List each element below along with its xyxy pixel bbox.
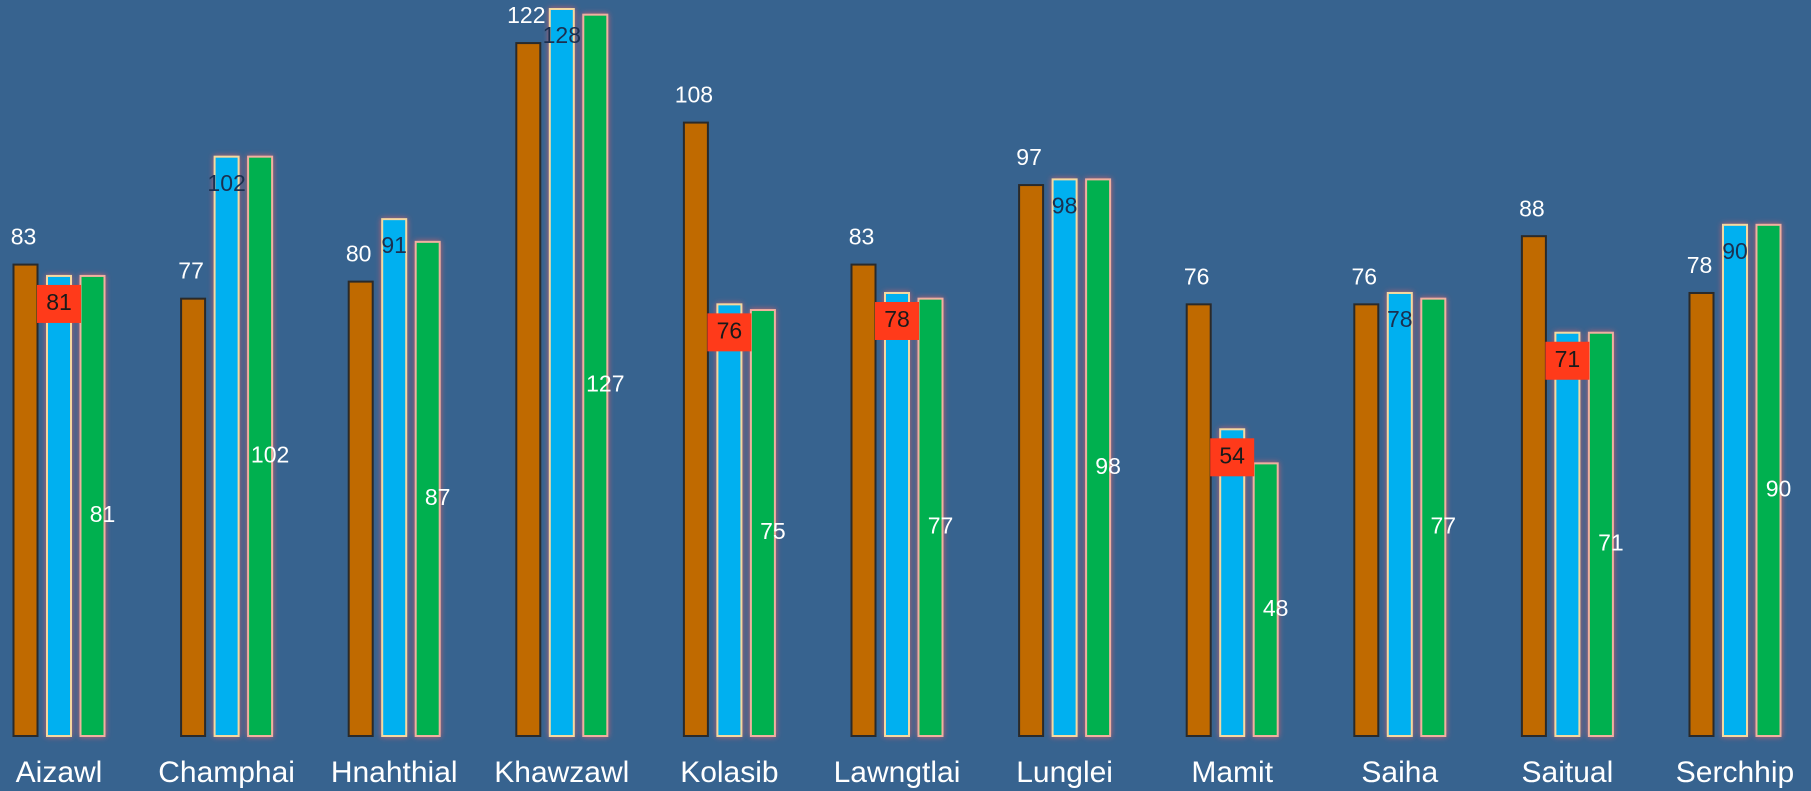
bar xyxy=(46,274,72,737)
bar xyxy=(1755,223,1782,737)
bar xyxy=(682,121,709,737)
highlight-box xyxy=(875,301,919,340)
data-label: 88 xyxy=(1519,195,1545,221)
data-label: 90 xyxy=(1766,475,1792,501)
data-label: 76 xyxy=(1184,263,1210,289)
bar xyxy=(414,240,441,737)
data-label: 122 xyxy=(507,2,545,28)
bar xyxy=(1185,303,1212,737)
data-label: 97 xyxy=(1016,144,1042,170)
data-label: 98 xyxy=(1052,192,1078,218)
data-label: 78 xyxy=(1387,306,1413,332)
data-label: 91 xyxy=(381,232,407,258)
data-label: 48 xyxy=(1263,595,1289,621)
bar xyxy=(213,155,240,737)
data-label: 76 xyxy=(717,317,743,343)
bar xyxy=(1520,235,1547,737)
bar xyxy=(247,155,274,737)
bar xyxy=(884,291,910,737)
data-label: 83 xyxy=(11,224,37,250)
bar xyxy=(1051,178,1078,737)
bar xyxy=(515,42,542,737)
bar xyxy=(1353,303,1380,737)
x-tick-label: Lawngtlai xyxy=(834,756,961,789)
data-label: 75 xyxy=(760,518,786,544)
bar xyxy=(12,263,39,737)
x-tick-label: Khawzawl xyxy=(494,756,629,789)
x-tick-label: Mamit xyxy=(1191,756,1273,789)
highlight-box xyxy=(707,313,752,352)
highlight-box xyxy=(1545,341,1590,380)
bar xyxy=(1688,291,1715,737)
x-tick-label: Serchhip xyxy=(1676,756,1794,789)
x-tick-label: Lunglei xyxy=(1016,756,1113,789)
x-tick-label: Hnahthial xyxy=(331,756,458,789)
data-label: 77 xyxy=(928,512,954,538)
bar xyxy=(1587,331,1614,737)
data-label: 83 xyxy=(849,224,875,250)
data-label: 87 xyxy=(425,484,451,510)
data-label: 81 xyxy=(90,501,116,527)
bar xyxy=(1386,291,1413,737)
bar xyxy=(1219,428,1246,737)
data-label: 80 xyxy=(346,241,372,267)
bar xyxy=(1085,178,1112,737)
bar xyxy=(749,309,776,737)
bar xyxy=(548,8,575,737)
data-label: 77 xyxy=(178,258,204,284)
x-tick-label: Kolasib xyxy=(680,756,778,789)
highlight-box xyxy=(37,284,81,323)
data-label: 128 xyxy=(543,22,581,48)
x-tick-label: Saitual xyxy=(1522,756,1614,789)
bar xyxy=(180,297,207,737)
x-tick-label: Aizawl xyxy=(16,756,103,789)
bar xyxy=(850,263,877,737)
bar xyxy=(1554,331,1581,737)
bar xyxy=(1420,297,1447,737)
highlight-box xyxy=(1210,438,1255,477)
bar xyxy=(381,218,408,737)
x-tick-label: Champhai xyxy=(158,756,295,789)
data-label: 98 xyxy=(1095,453,1121,479)
data-label: 127 xyxy=(586,370,624,396)
data-label: 102 xyxy=(251,441,289,467)
bar xyxy=(1018,184,1045,737)
data-label: 71 xyxy=(1555,346,1581,372)
data-label: 78 xyxy=(884,306,910,332)
x-tick-label: Saiha xyxy=(1361,756,1438,789)
data-label: 102 xyxy=(207,170,245,196)
bar xyxy=(582,13,609,737)
data-label: 81 xyxy=(46,289,72,315)
data-label: 90 xyxy=(1722,238,1748,264)
bar xyxy=(917,297,944,737)
bar xyxy=(347,280,374,737)
data-label: 77 xyxy=(1431,512,1457,538)
data-label: 76 xyxy=(1352,263,1378,289)
bar xyxy=(1722,223,1748,737)
data-label: 71 xyxy=(1598,529,1624,555)
bar xyxy=(79,274,106,737)
data-label: 108 xyxy=(675,82,713,108)
data-label: 78 xyxy=(1687,252,1713,278)
bar xyxy=(1252,462,1279,737)
bar xyxy=(716,303,743,737)
data-label: 54 xyxy=(1219,442,1245,468)
